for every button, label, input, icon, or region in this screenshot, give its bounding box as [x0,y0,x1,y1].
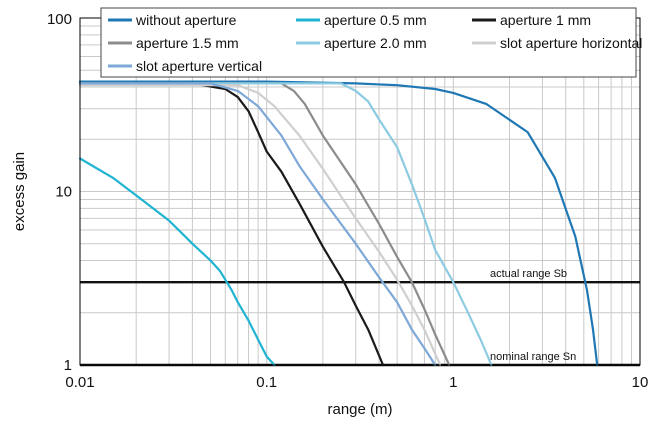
legend-entry: slot aperture horizontal [500,35,642,51]
y-axis-label: excess gain [11,152,28,231]
legend: without aperture aperture 0.5 mm aperture … [101,8,642,77]
series-line [80,83,449,365]
legend-entry: aperture 2.0 mm [324,35,427,51]
legend-entry: without aperture [135,12,237,28]
x-axis-label: range (m) [327,401,392,418]
legend-entry: slot aperture vertical [136,58,262,74]
legend-entry: aperture 0.5 mm [324,12,427,28]
series-line [80,159,274,366]
series-lines [80,82,597,365]
y-tick-label: 100 [47,11,72,28]
reference-line-label: actual range Sb [490,268,567,280]
x-tick-label: 1 [449,374,457,391]
series-line [80,83,383,365]
x-tick-label: 0.1 [256,374,277,391]
legend-entry: aperture 1 mm [500,12,591,28]
legend-entry: aperture 1.5 mm [136,35,239,51]
reference-line-label: nominal range Sn [490,351,576,363]
series-line [80,82,597,365]
x-tick-label: 0.01 [65,374,94,391]
series-line [80,85,440,365]
x-tick-label: 10 [632,374,649,391]
y-tick-label: 1 [64,357,72,374]
y-tick-label: 10 [55,184,72,201]
